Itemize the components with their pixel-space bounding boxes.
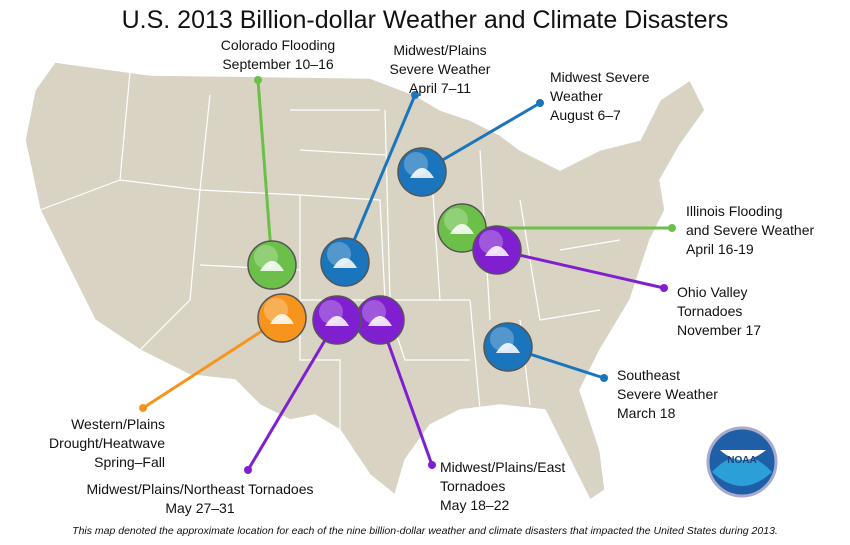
event: Midwest/Plains Severe Weather April 7–11 — [320, 42, 491, 287]
event-label: Severe Weather — [617, 386, 718, 402]
us-outline — [24, 61, 706, 502]
event-label: May 18–22 — [440, 497, 509, 513]
title: U.S. 2013 Billion-dollar Weather and Cli… — [122, 6, 729, 34]
footnote: This map denoted the approximate locatio… — [72, 525, 778, 537]
leader-dot — [600, 374, 608, 382]
event: Midwest Severe Weather August 6–7 — [397, 69, 650, 197]
event-label: Midwest/Plains/East — [440, 459, 565, 475]
event-label: August 6–7 — [550, 107, 621, 123]
event-label: Weather — [550, 88, 603, 104]
leader-line — [142, 316, 283, 410]
leader-line — [496, 248, 665, 290]
leader-line — [246, 319, 339, 471]
leader-dot — [668, 224, 676, 232]
event-label: Midwest/Plains — [393, 42, 486, 58]
event-label: Ohio Valley — [677, 284, 748, 300]
event-label: Colorado Flooding — [221, 37, 335, 53]
icon-symbol — [270, 314, 294, 324]
event-label: November 17 — [677, 322, 761, 338]
leader-dot — [411, 91, 419, 99]
event-label: April 7–11 — [409, 80, 471, 96]
leader-dot — [660, 284, 668, 292]
noaa-logo: NOAA — [706, 426, 778, 498]
event-label: Midwest Severe — [550, 69, 650, 85]
event-label: Tornadoes — [677, 303, 742, 319]
event-label: and Severe Weather — [686, 222, 814, 238]
event-label: Southeast — [617, 367, 680, 383]
icon-symbol — [325, 316, 349, 326]
event: Western/Plains Drought/Heatwave Spring–Fal… — [49, 293, 307, 470]
event-label: Tornadoes — [440, 478, 505, 494]
leader-line — [256, 79, 274, 266]
event-label: Illinois Flooding — [686, 203, 783, 219]
event-label: April 16-19 — [686, 241, 754, 257]
leader-line — [343, 94, 417, 263]
event-label: Spring–Fall — [94, 454, 165, 470]
event-label: September 10–16 — [222, 56, 334, 72]
event-label: May 27–31 — [165, 500, 234, 516]
event-label: Midwest/Plains/Northeast Tornadoes — [87, 481, 314, 497]
event: Colorado Flooding September 10–16 — [221, 37, 335, 290]
event: Ohio Valley Tornadoes November 17 — [472, 225, 761, 338]
leader-dot — [536, 99, 544, 107]
icon-symbol — [450, 224, 474, 234]
leader-dot — [428, 461, 436, 469]
logo-text: NOAA — [727, 455, 756, 466]
event-label: Severe Weather — [390, 61, 491, 77]
icon-symbol — [485, 246, 509, 256]
icon-symbol — [368, 316, 392, 326]
icon-symbol — [260, 261, 284, 271]
event-label: March 18 — [617, 405, 676, 421]
event: Midwest/Plains/East Tornadoes May 18–22 — [355, 295, 565, 513]
icon-symbol — [333, 258, 357, 268]
icon-symbol — [496, 343, 520, 353]
leader-dot — [139, 404, 147, 412]
event: Southeast Severe Weather March 18 — [483, 322, 718, 421]
leader-dot — [244, 466, 252, 474]
event-label: Western/Plains — [71, 416, 165, 432]
icon-symbol — [410, 168, 434, 178]
leader-dot — [254, 76, 262, 84]
leader-line — [378, 319, 434, 466]
event-label: Drought/Heatwave — [49, 435, 165, 451]
event: Midwest/Plains/Northeast Tornadoes May 27… — [87, 295, 362, 516]
